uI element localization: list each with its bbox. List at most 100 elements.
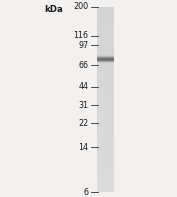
Bar (97, 146, 114, 148)
Bar (97, 60, 114, 62)
Bar (97, 85, 114, 86)
Bar (97, 185, 114, 187)
Bar (97, 142, 114, 144)
Bar (97, 58, 114, 59)
Bar (97, 161, 114, 163)
Bar (97, 162, 114, 164)
Bar (97, 181, 114, 183)
Bar (97, 60, 114, 61)
Bar (97, 166, 114, 168)
Bar (97, 144, 114, 146)
Bar (97, 140, 114, 142)
Bar (97, 55, 114, 56)
Bar (97, 22, 114, 24)
Bar (97, 33, 114, 35)
Text: 14: 14 (79, 143, 88, 152)
Bar (97, 98, 114, 99)
Bar (97, 29, 114, 31)
Bar (97, 18, 114, 20)
Text: 116: 116 (73, 31, 88, 40)
Bar (97, 12, 114, 14)
Bar (97, 68, 114, 70)
Bar (97, 62, 114, 63)
Bar (97, 77, 114, 79)
Bar (97, 164, 114, 166)
Bar (97, 187, 114, 188)
Bar (97, 55, 114, 57)
Bar (97, 137, 114, 138)
Bar (97, 51, 114, 53)
Bar (97, 70, 114, 72)
Bar (97, 62, 114, 64)
Bar (97, 168, 114, 170)
Bar (97, 48, 114, 49)
Bar (97, 127, 114, 129)
Bar (97, 109, 114, 111)
Bar (97, 179, 114, 181)
Bar (97, 73, 114, 75)
Bar (97, 150, 114, 151)
Bar (97, 107, 114, 109)
Bar (97, 14, 114, 16)
Bar (97, 57, 114, 58)
Bar (97, 129, 114, 131)
Bar (97, 96, 114, 98)
Bar (97, 118, 114, 120)
Text: kDa: kDa (44, 5, 63, 14)
Bar (97, 174, 114, 175)
Bar (97, 63, 114, 64)
Bar (97, 31, 114, 33)
Bar (97, 54, 114, 55)
Bar (97, 75, 114, 77)
Bar (97, 36, 114, 38)
Bar (97, 79, 114, 81)
Bar (97, 44, 114, 46)
Bar (97, 138, 114, 140)
Text: 66: 66 (79, 61, 88, 70)
Bar (97, 40, 114, 42)
Bar (97, 11, 114, 12)
Bar (97, 16, 114, 18)
Bar (97, 64, 114, 66)
Bar (97, 157, 114, 159)
Bar (97, 72, 114, 73)
Bar (97, 25, 114, 27)
Bar (97, 59, 114, 60)
Bar (97, 53, 114, 55)
Bar (97, 148, 114, 150)
Bar (97, 56, 114, 57)
Bar (97, 151, 114, 153)
Bar (97, 83, 114, 85)
Bar (97, 131, 114, 133)
Bar (97, 9, 114, 11)
Bar (97, 20, 114, 22)
Bar (97, 27, 114, 29)
Bar (97, 133, 114, 135)
Bar (97, 116, 114, 118)
Bar (97, 190, 114, 192)
Bar (97, 170, 114, 172)
Bar (97, 105, 114, 107)
Bar (97, 135, 114, 137)
Text: 22: 22 (78, 119, 88, 128)
Bar (97, 7, 114, 9)
Bar (97, 112, 114, 114)
Bar (97, 172, 114, 174)
Bar (97, 38, 114, 40)
Bar (97, 99, 114, 101)
Bar (97, 159, 114, 161)
Bar (97, 59, 114, 61)
Text: 200: 200 (73, 2, 88, 11)
Text: 6: 6 (84, 188, 88, 197)
Text: 44: 44 (79, 82, 88, 91)
Bar (97, 120, 114, 122)
Bar (97, 42, 114, 44)
Bar (97, 101, 114, 103)
Bar (97, 183, 114, 185)
Bar (97, 122, 114, 124)
Bar (97, 57, 114, 59)
Bar (97, 153, 114, 155)
Bar (97, 124, 114, 125)
Bar (97, 90, 114, 92)
Bar (97, 81, 114, 83)
